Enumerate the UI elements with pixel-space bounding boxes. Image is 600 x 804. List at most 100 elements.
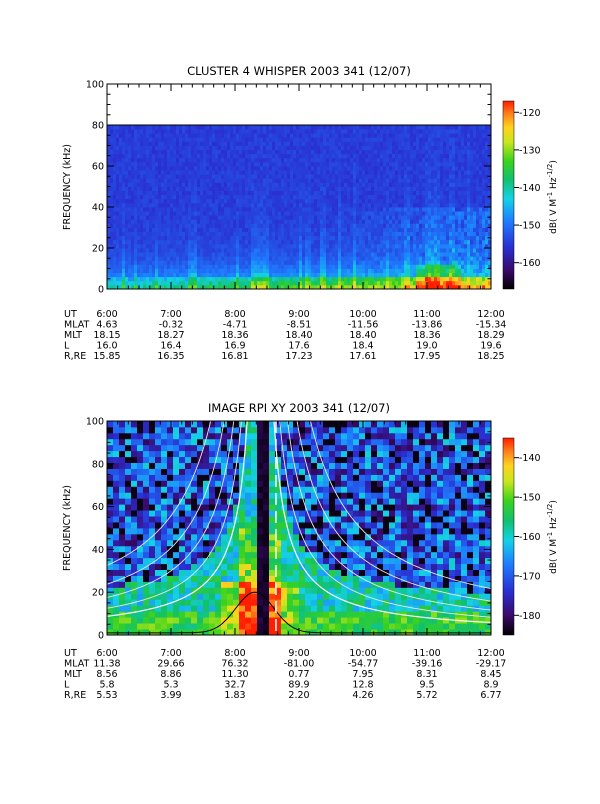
spectrogram-cell: [335, 202, 339, 208]
spectrogram-cell: [314, 194, 318, 200]
spectrogram-cell: [302, 256, 306, 261]
spectrogram-cell: [260, 145, 264, 150]
spectrogram-cell: [395, 260, 399, 265]
spectrogram-cell: [452, 239, 456, 245]
spectrogram-cell: [308, 161, 312, 167]
spectrogram-cell: [314, 260, 318, 265]
spectrogram-cell: [149, 170, 153, 175]
spectrogram-cell: [206, 207, 210, 212]
spectrogram-cell: [254, 260, 258, 265]
spectrogram-cell: [173, 219, 177, 224]
spectrogram-cell: [110, 284, 114, 289]
spectrogram-cell: [227, 178, 231, 183]
spectrogram-cell: [116, 256, 120, 261]
spectrogram-cell: [119, 243, 123, 249]
spectrogram-cell: [134, 248, 138, 253]
spectrogram-cell: [458, 264, 462, 269]
spectrogram-cell: [254, 207, 258, 212]
spectrogram-cell: [269, 276, 273, 282]
spectrogram-cell: [113, 153, 117, 159]
spectrogram-cell: [275, 137, 279, 142]
spectrogram-cell: [266, 207, 270, 212]
spectrogram-cell: [425, 231, 429, 237]
spectrogram-cell: [407, 137, 411, 142]
spectrogram-cell: [110, 252, 114, 257]
spectrogram-cell: [368, 133, 372, 138]
spectrogram-cell: [365, 153, 369, 159]
spectrogram-cell: [434, 211, 438, 216]
spectrogram-cell: [362, 178, 366, 183]
spectrogram-cell: [299, 157, 303, 163]
spectrogram-cell: [122, 186, 126, 191]
spectrogram-cell: [137, 280, 141, 286]
spectrogram-cell: [155, 268, 159, 273]
spectrogram-cell: [440, 231, 444, 237]
spectrogram-cell: [272, 264, 276, 269]
spectrogram-cell: [122, 284, 126, 289]
spectrogram-cell: [128, 166, 132, 171]
spectrogram-cell: [323, 174, 327, 179]
spectrogram-cell: [206, 153, 210, 159]
spectrogram-cell: [353, 137, 357, 142]
spectrogram-cell: [179, 182, 183, 187]
spectrogram-cell: [176, 227, 180, 232]
spectrogram-cell: [440, 272, 444, 278]
spectrogram-cell: [125, 129, 129, 134]
spectrogram-cell: [164, 125, 168, 130]
spectrogram-cell: [371, 239, 375, 245]
spectrogram-cell: [437, 215, 441, 220]
spectrogram-cell: [470, 239, 474, 245]
spectrogram-cell: [443, 145, 447, 150]
spectrogram-cell: [266, 170, 270, 175]
spectrogram-cell: [125, 137, 129, 142]
spectrogram-cell: [251, 153, 255, 159]
spectrogram-cell: [320, 149, 324, 155]
spectrogram-cell: [212, 141, 216, 146]
spectrogram-cell: [272, 219, 276, 224]
spectrogram-cell: [155, 157, 159, 163]
spectrogram-cell: [419, 276, 423, 282]
spectrogram-cell: [233, 166, 237, 171]
spectrogram-cell: [209, 178, 213, 183]
spectrogram-cell: [440, 137, 444, 142]
spectrogram-cell: [263, 125, 267, 130]
spectrogram-cell: [467, 125, 471, 130]
spectrogram-cell: [248, 190, 252, 196]
spectrogram-cell: [209, 268, 213, 273]
spectrogram-cell: [134, 202, 138, 208]
spectrogram-cell: [116, 207, 120, 212]
spectrogram-cell: [410, 129, 414, 134]
spectrogram-cell: [215, 272, 219, 278]
spectrogram-cell: [143, 248, 147, 253]
spectrogram-cell: [479, 272, 483, 278]
spectrogram-cell: [425, 256, 429, 261]
spectrogram-cell: [257, 170, 261, 175]
spectrogram-cell: [392, 202, 396, 208]
spectrogram-cell: [338, 211, 342, 216]
spectrogram-cell: [284, 166, 288, 171]
spectrogram-cell: [110, 231, 114, 237]
spectrogram-cell: [128, 145, 132, 150]
spectrogram-cell: [356, 129, 360, 134]
spectrogram-cell: [335, 268, 339, 273]
spectrogram-cell: [368, 219, 372, 224]
spectrogram-cell: [299, 264, 303, 269]
spectrogram-cell: [284, 235, 288, 241]
spectrogram-cell: [146, 239, 150, 245]
spectrogram-cell: [179, 166, 183, 171]
spectrogram-cell: [254, 198, 258, 204]
spectrogram-cell: [320, 186, 324, 191]
spectrogram-cell: [290, 231, 294, 237]
spectrogram-cell: [251, 215, 255, 220]
spectrogram-cell: [269, 235, 273, 241]
spectrogram-cell: [404, 215, 408, 220]
spectrogram-cell: [368, 178, 372, 183]
spectrogram-cell: [449, 227, 453, 232]
spectrogram-cell: [296, 166, 300, 171]
spectrogram-cell: [164, 174, 168, 179]
spectrogram-cell: [395, 186, 399, 191]
spectrogram-cell: [314, 235, 318, 241]
spectrogram-cell: [209, 129, 213, 134]
spectrogram-cell: [377, 227, 381, 232]
spectrogram-cell: [215, 141, 219, 146]
